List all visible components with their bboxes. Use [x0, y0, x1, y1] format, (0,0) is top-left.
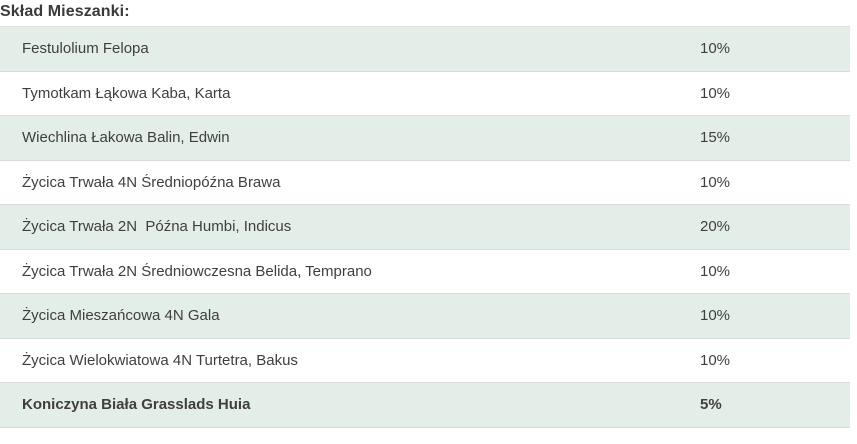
- mixture-table: Festulolium Felopa 10% Tymotkam Łąkowa K…: [0, 26, 850, 428]
- ingredient-percent: 15%: [700, 129, 731, 147]
- ingredient-percent: 10%: [700, 307, 731, 325]
- ingredient-percent: 5%: [700, 396, 722, 414]
- ingredient-name: Życica Trwała 4N Średniopóźna Brawa: [22, 173, 281, 191]
- ingredient-name: Festulolium Felopa: [22, 40, 149, 58]
- ingredient-percent: 20%: [700, 218, 731, 236]
- ingredient-name: Wiechlina Łakowa Balin, Edwin: [22, 129, 230, 147]
- ingredient-name: Życica Trwała 2N Późna Humbi, Indicus: [22, 218, 292, 236]
- table-row: Festulolium Felopa 10%: [0, 27, 850, 72]
- page-title: Skład Mieszanki:: [0, 3, 130, 20]
- ingredient-percent: 10%: [700, 173, 731, 191]
- ingredient-percent: 10%: [700, 40, 731, 58]
- table-row: Życica Trwała 2N Późna Humbi, Indicus 20…: [0, 205, 850, 250]
- ingredient-name: Tymotkam Łąkowa Kaba, Karta: [22, 84, 231, 102]
- ingredient-name: Życica Wielokwiatowa 4N Turtetra, Bakus: [22, 351, 298, 369]
- ingredient-percent: 10%: [700, 84, 731, 102]
- table-row: Koniczyna Biała Grasslads Huia 5%: [0, 383, 850, 428]
- table-row: Życica Wielokwiatowa 4N Turtetra, Bakus …: [0, 338, 850, 383]
- ingredient-percent: 10%: [700, 351, 731, 369]
- ingredient-percent: 10%: [700, 262, 731, 280]
- table-row: Życica Mieszańcowa 4N Gala 10%: [0, 294, 850, 339]
- table-row: Życica Trwała 4N Średniopóźna Brawa 10%: [0, 160, 850, 205]
- ingredient-name: Koniczyna Biała Grasslads Huia: [22, 396, 251, 414]
- table-row: Wiechlina Łakowa Balin, Edwin 15%: [0, 116, 850, 161]
- table-row: Tymotkam Łąkowa Kaba, Karta 10%: [0, 71, 850, 116]
- ingredient-name: Życica Mieszańcowa 4N Gala: [22, 307, 220, 325]
- table-row: Życica Trwała 2N Średniowczesna Belida, …: [0, 249, 850, 294]
- ingredient-name: Życica Trwała 2N Średniowczesna Belida, …: [22, 262, 372, 280]
